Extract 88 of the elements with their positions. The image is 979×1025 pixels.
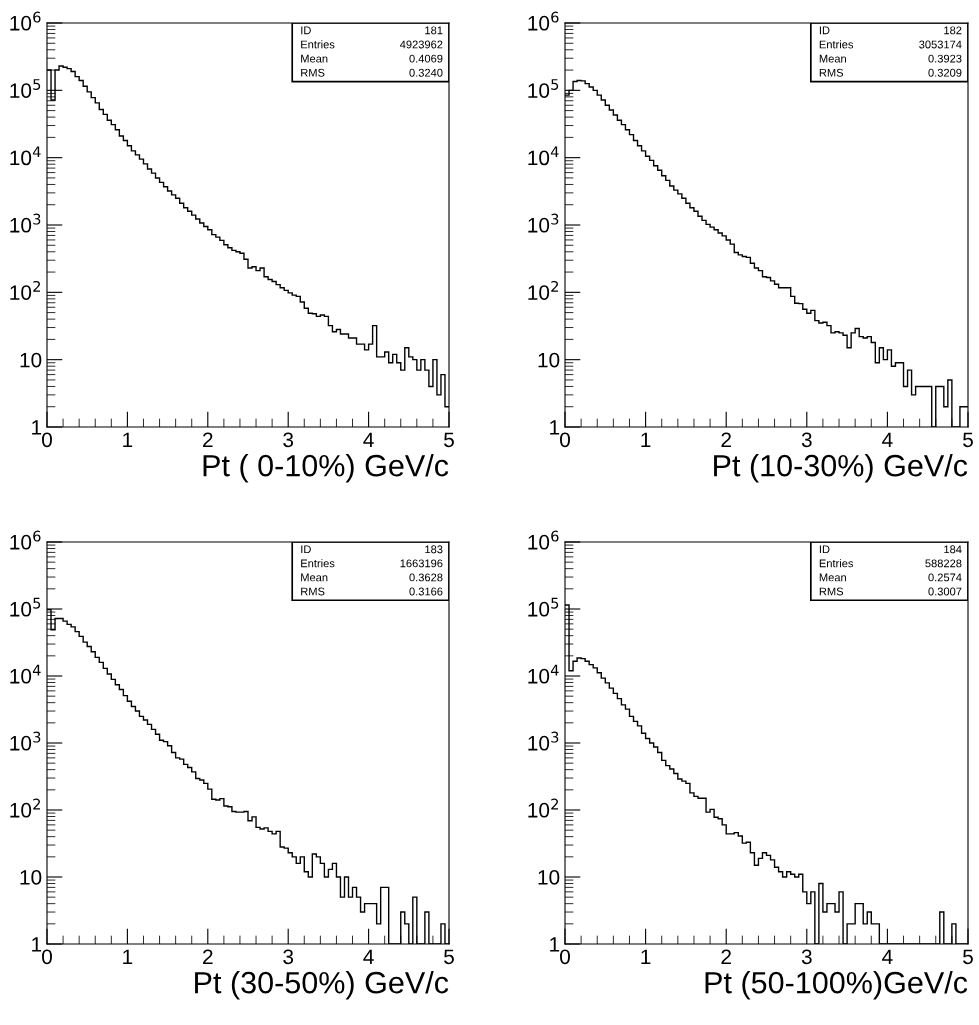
x-tick-label: 4 — [882, 432, 893, 447]
y-tick-label: 10 — [538, 870, 560, 885]
annotation: 0.2574 — [928, 573, 962, 582]
x-axis-title: Pt (50-100%)GeV/c — [705, 971, 968, 1000]
annotation: 0.3923 — [928, 54, 962, 63]
annotation: ID — [301, 545, 311, 554]
x-tick-label: 5 — [444, 949, 454, 965]
annotation: 1663196 — [400, 559, 443, 568]
x-axis-title: Pt (10-30%) GeV/c — [714, 454, 968, 483]
annotation: 0.3166 — [409, 587, 443, 596]
annotation: Entries — [301, 559, 335, 568]
y-tick-label: 10 — [538, 352, 560, 368]
annotation: RMS — [301, 587, 325, 596]
y-tick-label: 10$^{2}$ — [10, 798, 40, 818]
annotation: 0.4069 — [409, 54, 443, 63]
y-tick-label: 10$^{6}$ — [10, 530, 41, 550]
y-tick-label: 1 — [32, 420, 42, 435]
annotation: RMS — [819, 68, 844, 77]
annotation: RMS — [819, 587, 844, 596]
x-tick-label: 5 — [444, 432, 454, 448]
annotation: Entries — [819, 40, 854, 49]
y-tick-label: 10$^{6}$ — [528, 11, 559, 31]
y-tick-label: 10$^{3}$ — [10, 731, 41, 751]
x-tick-label: 5 — [963, 432, 973, 448]
x-tick-label: 3 — [801, 432, 812, 448]
x-tick-label: 4 — [363, 949, 374, 964]
y-tick-label: 10$^{2}$ — [528, 280, 558, 300]
annotation: 3053174 — [919, 40, 962, 49]
annotation: Entries — [819, 559, 854, 568]
x-tick-label: 3 — [283, 432, 294, 448]
y-tick-label: 1 — [550, 937, 560, 952]
x-tick-label: 3 — [283, 949, 294, 965]
annotation: 0.3240 — [409, 68, 443, 77]
y-tick-label: 10$^{4}$ — [528, 146, 559, 166]
y-tick-label: 10 — [20, 870, 42, 885]
annotation: 183 — [425, 545, 443, 554]
annotation: 588228 — [925, 559, 962, 568]
y-tick-label: 10$^{3}$ — [10, 213, 41, 233]
annotation: ID — [301, 26, 311, 35]
annotation: 0.3007 — [928, 587, 962, 596]
y-tick-label: 10$^{6}$ — [528, 530, 559, 550]
x-tick-label: 0 — [560, 432, 570, 448]
y-tick-label: 10$^{4}$ — [10, 664, 41, 684]
y-tick-label: 10$^{5}$ — [528, 597, 559, 617]
y-tick-label: 1 — [32, 937, 42, 952]
y-tick-label: 10$^{4}$ — [528, 664, 559, 684]
x-tick-label: 3 — [801, 949, 812, 965]
y-tick-label: 10$^{5}$ — [10, 597, 41, 617]
annotation: ID — [819, 545, 830, 554]
x-tick-label: 1 — [641, 432, 651, 447]
annotation: 0.3628 — [409, 573, 443, 582]
x-tick-label: 2 — [721, 432, 731, 447]
annotation: 184 — [944, 545, 962, 554]
annotation: RMS — [301, 68, 325, 77]
annotation: Mean — [819, 54, 846, 63]
x-tick-label: 0 — [560, 949, 570, 965]
y-tick-label: 10$^{2}$ — [528, 798, 558, 818]
x-tick-label: 0 — [42, 432, 52, 448]
y-tick-label: 10$^{4}$ — [10, 146, 41, 166]
x-tick-label: 5 — [963, 949, 973, 965]
annotation: Entries — [301, 40, 335, 49]
x-tick-label: 2 — [203, 949, 213, 964]
y-tick-label: 10$^{6}$ — [10, 11, 41, 31]
annotation: 182 — [944, 26, 962, 35]
annotation: 181 — [425, 26, 443, 35]
y-tick-label: 10$^{5}$ — [10, 79, 41, 98]
annotation: ID — [819, 26, 830, 35]
y-tick-label: 10$^{3}$ — [528, 213, 559, 233]
annotation: Mean — [301, 573, 328, 582]
y-tick-label: 1 — [550, 420, 560, 435]
x-tick-label: 2 — [721, 949, 731, 964]
y-tick-label: 10$^{3}$ — [528, 731, 559, 751]
annotation: Mean — [819, 573, 846, 582]
y-tick-label: 10$^{5}$ — [528, 79, 559, 98]
annotation: 0.3209 — [928, 68, 962, 77]
x-tick-label: 4 — [363, 432, 374, 447]
x-tick-label: 1 — [123, 949, 133, 964]
x-tick-label: 1 — [123, 432, 133, 447]
x-tick-label: 2 — [203, 432, 213, 447]
y-tick-label: 10 — [20, 352, 42, 368]
annotation: 4923962 — [399, 40, 443, 49]
x-tick-label: 4 — [882, 949, 893, 964]
y-tick-label: 10$^{2}$ — [10, 280, 40, 300]
x-tick-label: 1 — [641, 949, 651, 964]
x-axis-title: Pt ( 0-10%) GeV/c — [203, 454, 449, 483]
x-tick-label: 0 — [42, 949, 52, 965]
x-axis-title: Pt (30-50%) GeV/c — [195, 971, 449, 1000]
annotation: Mean — [301, 54, 328, 63]
